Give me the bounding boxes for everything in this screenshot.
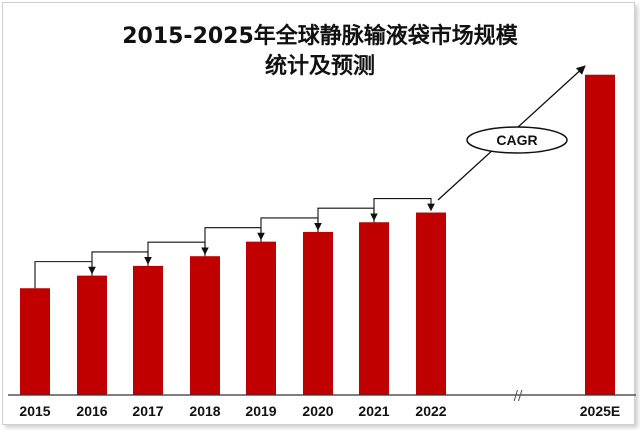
bar-2022 — [416, 212, 446, 395]
axis-break-mark: // — [514, 389, 523, 404]
category-label-2016: 2016 — [76, 403, 107, 419]
bar-2015 — [20, 288, 50, 395]
category-label-2022: 2022 — [415, 403, 446, 419]
bar-2025E — [585, 74, 615, 396]
bar-2016 — [77, 275, 107, 395]
category-label-2019: 2019 — [245, 403, 276, 419]
bar-2017 — [133, 265, 163, 395]
chart-title: 2015-2025年全球静脉输液袋市场规模 — [122, 23, 519, 49]
growth-connector-2021 — [373, 197, 435, 223]
cagr-badge — [466, 126, 568, 154]
chart-subtitle: 统计及预测 — [265, 53, 375, 79]
bar-2019 — [246, 241, 276, 395]
growth-connectors — [34, 197, 435, 289]
category-label-2025E: 2025E — [580, 403, 620, 419]
bar-2018 — [190, 256, 220, 395]
category-label-2020: 2020 — [302, 403, 333, 419]
category-label-2021: 2021 — [358, 403, 389, 419]
bar-2021 — [359, 222, 389, 395]
bar-2020 — [303, 231, 333, 395]
category-labels: 2015 2016 2017 2018 2019 2020 2021 2022 2025E — [19, 403, 620, 419]
category-label-2017: 2017 — [132, 403, 163, 419]
cagr-label: CAGR — [496, 132, 537, 148]
category-label-2015: 2015 — [19, 403, 50, 419]
category-label-2018: 2018 — [189, 403, 220, 419]
bars — [20, 74, 615, 396]
